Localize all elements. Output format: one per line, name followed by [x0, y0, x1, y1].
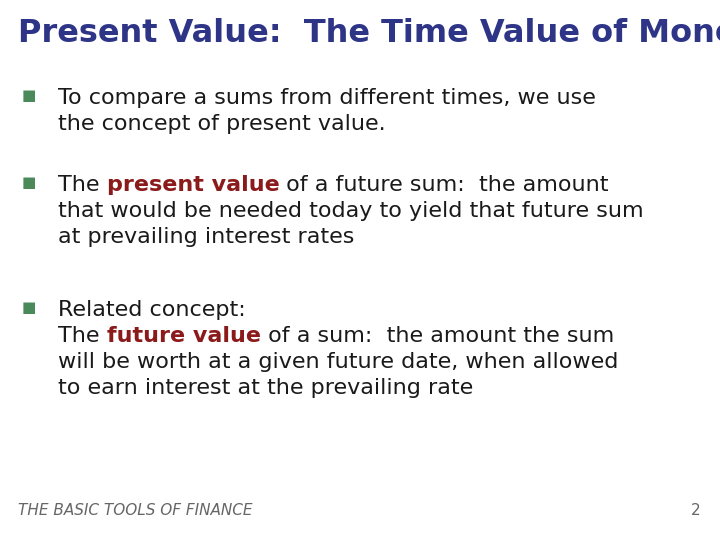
- Text: 2: 2: [690, 503, 700, 518]
- Text: To compare a sums from different times, we use: To compare a sums from different times, …: [58, 88, 596, 108]
- Text: present value: present value: [107, 175, 279, 195]
- Text: of a sum:  the amount the sum: of a sum: the amount the sum: [261, 326, 614, 346]
- Text: The: The: [58, 326, 107, 346]
- Text: ■: ■: [22, 175, 37, 190]
- Text: to earn interest at the prevailing rate: to earn interest at the prevailing rate: [58, 378, 473, 398]
- Text: ■: ■: [22, 88, 37, 103]
- Text: THE BASIC TOOLS OF FINANCE: THE BASIC TOOLS OF FINANCE: [18, 503, 253, 518]
- Text: of a future sum:  the amount: of a future sum: the amount: [279, 175, 609, 195]
- Text: ■: ■: [22, 300, 37, 315]
- Text: Related concept:: Related concept:: [58, 300, 246, 320]
- Text: The: The: [58, 175, 107, 195]
- Text: that would be needed today to yield that future sum: that would be needed today to yield that…: [58, 201, 644, 221]
- Text: at prevailing interest rates: at prevailing interest rates: [58, 227, 354, 247]
- Text: future value: future value: [107, 326, 261, 346]
- Text: will be worth at a given future date, when allowed: will be worth at a given future date, wh…: [58, 352, 618, 372]
- Text: the concept of present value.: the concept of present value.: [58, 114, 386, 134]
- Text: Present Value:  The Time Value of Money: Present Value: The Time Value of Money: [18, 18, 720, 49]
